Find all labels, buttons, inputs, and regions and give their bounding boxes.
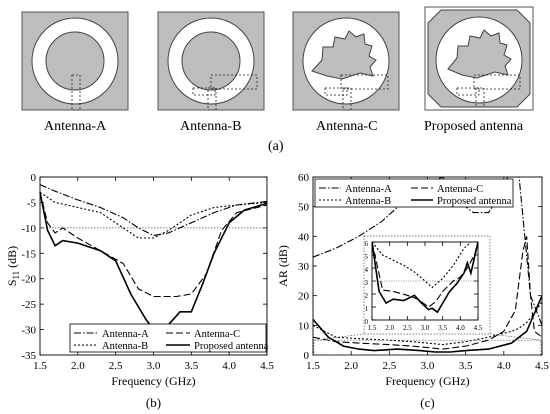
caption-a: (a) [268,139,284,154]
s11-y-tick-label: -15 [21,248,36,260]
ar-inset-y-tick-label: 0 [365,318,369,326]
s11-x-axis-label: Frequency (GHz) [111,374,195,388]
ar-legend-label: Proposed antenna [437,196,512,207]
ar-antenna-b-line [313,301,542,346]
ar-inset-border [363,235,491,335]
s11-y-tick-label: -30 [21,325,36,337]
axial-ratio-chart: 1.5 2.0 2.5 3.0 3.5 4.0 4.50102030405060Antenn… [276,172,549,410]
ar-y-axis-label: AR (dB) [276,245,290,287]
s11-x-tick-label: 4.5 [260,360,274,372]
s11-legend-label: Antenna-C [194,329,240,340]
ar-inset-antenna-c-line [372,242,478,308]
ar-inset-x-tick-label: 2.0 [385,324,394,332]
ar-x-tick-label: 3.0 [421,360,435,372]
ar-x-tick-label: 1.5 [306,360,320,372]
antenna-b-drawing [157,11,265,111]
ar-x-tick-label: 4.0 [497,360,511,372]
ar-inset-x-tick-label: 1.5 [368,324,377,332]
ar-zoom-connector [489,333,542,341]
ar-legend-box [314,178,514,208]
antenna-geometry-figure [21,6,534,111]
s11-legend-label: Antenna-A [102,329,149,340]
antenna-a-label: Antenna-A [44,119,107,134]
ar-x-tick-label: 2.0 [344,360,358,372]
ar-inset-antenna-b-line [372,242,472,289]
s11-chart: 1.5 2.0 2.5 3.0 3.5 4.0 4.5 0 -5 -10 -15 -20 -25 -30 -… [5,172,274,410]
ar-legend-label: Antenna-C [437,184,483,195]
s11-antenna-a-line [39,184,268,237]
s11-y-tick-label: -5 [27,197,37,209]
ar-inset-y-tick-label: 6 [365,240,369,248]
ar-inset-x-tick-label: 3.0 [421,324,430,332]
s11-y-tick-label: -35 [21,350,36,362]
ar-x-tick-label: 2.5 [382,360,396,372]
ar-x-tick-label: 3.5 [459,360,473,372]
ar-inset-x-tick-label: 4.5 [474,324,483,332]
s11-antenna-c-line [39,192,268,298]
ar-inset-y-tick-label: 1 [365,305,369,313]
s11-caption: (b) [146,395,161,410]
s11-y-tick-label: -25 [21,299,36,311]
ar-caption: (c) [420,395,434,410]
antenna-c-label: Antenna-C [316,119,378,134]
ar-inset-x-tick-label: 2.5 [403,324,412,332]
ar-x-tick-label: 4.5 [535,360,549,372]
ar-y-tick-label: 10 [298,320,310,332]
ar-legend-label: Antenna-A [345,184,392,195]
s11-x-tick-label: 2.0 [71,360,85,372]
ar-antenna-c-line [313,236,542,350]
ar-inset-y-tick-label: 5 [365,253,369,261]
proposed-antenna-label: Proposed antenna [424,119,524,134]
ar-inset-x-tick-label: 3.5 [438,324,447,332]
antenna-c-drawing [292,11,400,111]
ar-inset-proposed-antenna-line [372,242,478,314]
ar-legend-label: Antenna-B [345,196,391,207]
s11-x-tick-label: 1.5 [33,360,47,372]
ar-antenna-a-line [313,177,542,326]
s11-y-tick-label: -10 [21,223,36,235]
ar-y-tick-label: 0 [304,350,310,362]
s11-x-tick-label: 2.5 [109,360,123,372]
s11-proposed-antenna-line [39,192,268,331]
s11-legend: Antenna-A Antenna-C Antenna-B Proposed ante… [69,323,269,353]
ar-proposed-antenna-line [313,295,542,353]
s11-y-axis-label: S11 (dB) [5,246,21,286]
ar-zoom-region [313,339,542,356]
proposed-antenna-drawing [424,6,534,111]
s11-y-tick-label: 0 [31,172,37,184]
ar-inset-y-tick-label: 4 [365,266,369,274]
s11-legend-label: Antenna-B [102,341,148,352]
ar-zoom-connector [313,333,365,341]
ar-inset-y-tick-label: 3 [365,279,369,287]
ar-y-tick-label: 50 [298,202,310,214]
s11-legend-label: Proposed antenna [194,341,269,352]
ar-y-tick-label: 30 [298,261,310,273]
ar-x-axis-label: Frequency (GHz) [385,374,469,388]
ar-legend: Antenna-A Antenna-C Antenna-B Proposed ante… [314,178,514,208]
antenna-a-drawing [21,11,129,111]
ar-inset-y-tick-label: 2 [365,292,369,300]
s11-x-tick-label: 4.0 [222,360,236,372]
antenna-b-label: Antenna-B [180,119,242,134]
s11-y-tick-label: -20 [21,274,36,286]
s11-antenna-b-line [39,191,268,239]
ar-y-tick-label: 40 [298,231,310,243]
ar-inset-x-tick-label: 4.0 [456,324,465,332]
ar-y-tick-label: 20 [298,291,310,303]
s11-x-tick-label: 3.5 [184,360,198,372]
s11-x-tick-label: 3.0 [147,360,161,372]
ar-y-tick-label: 60 [298,172,310,184]
s11-legend-box [69,323,267,353]
